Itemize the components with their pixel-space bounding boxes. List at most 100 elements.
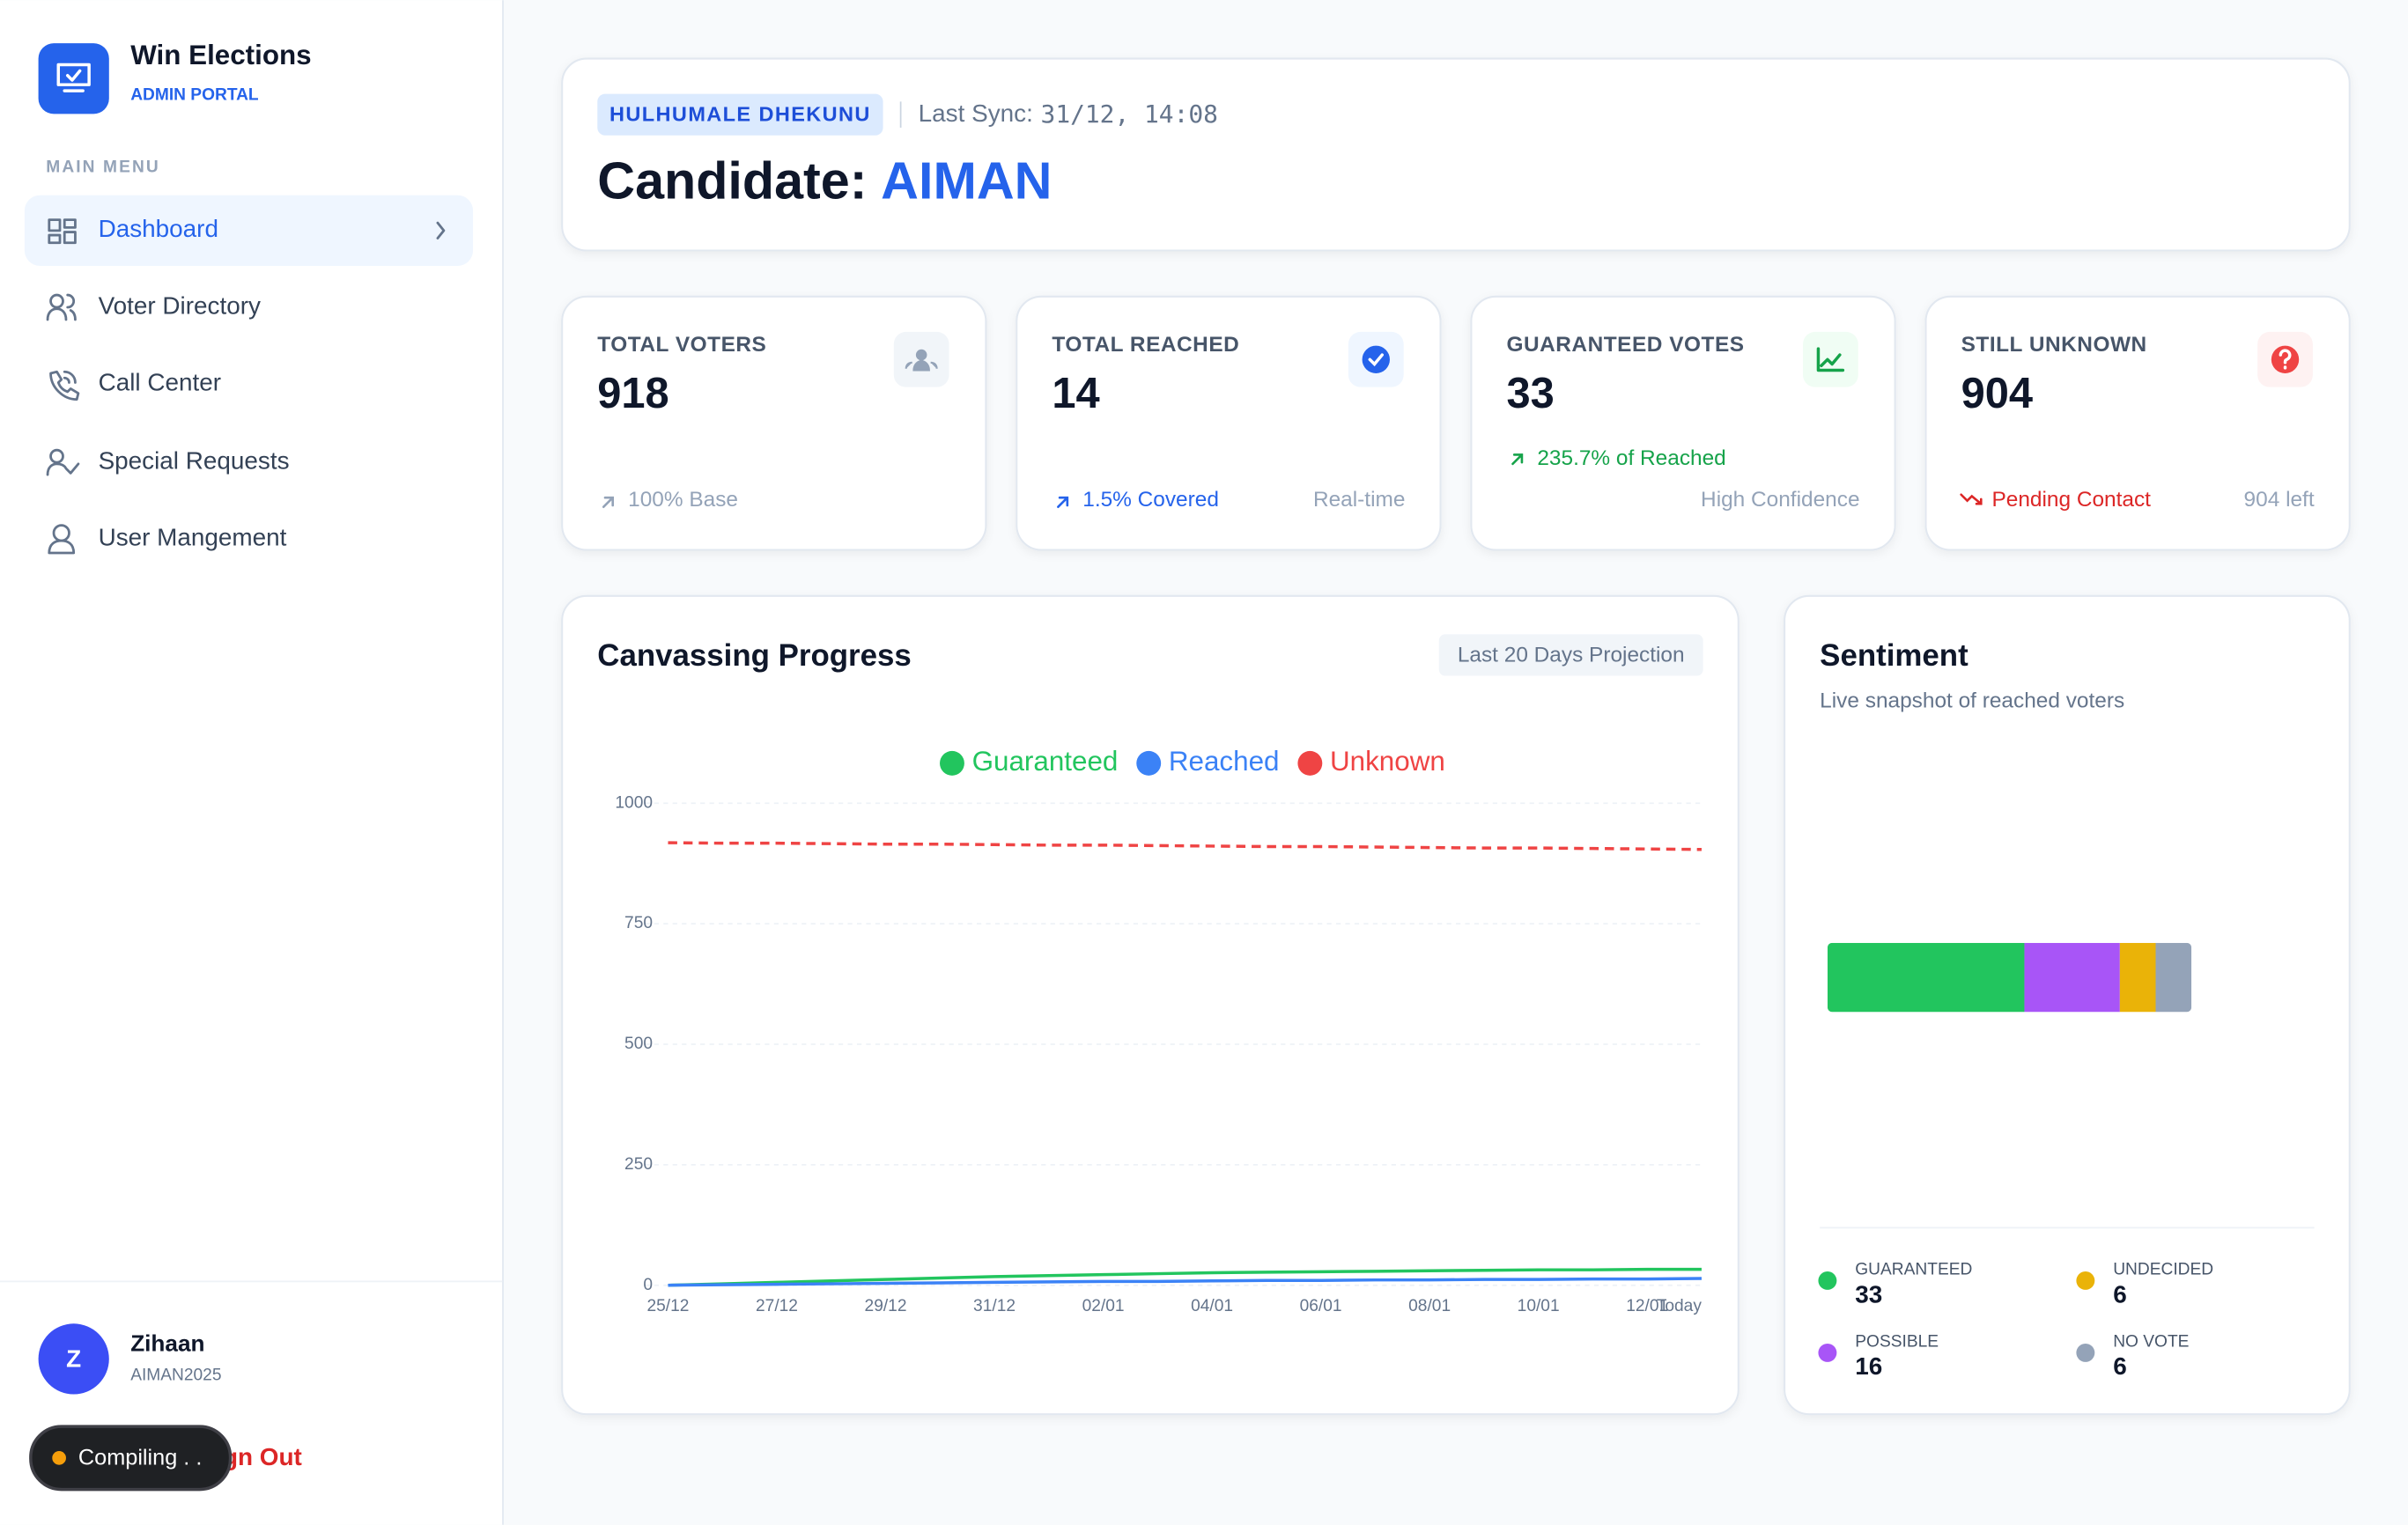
candidate: Candidate: AIMAN: [597, 151, 1052, 210]
stat-panel: [1016, 295, 1442, 551]
menu-label: Special Requests: [99, 446, 290, 474]
stat-card: STILL UNKNOWN 904 Pending Contact 904 left: [1924, 295, 2351, 551]
stat-card: TOTAL VOTERS 918 100% Base: [561, 295, 987, 551]
series-line: [668, 841, 1702, 851]
sync-time: 31/12, 14:08: [1041, 99, 1218, 129]
menu-active-bg: [24, 195, 474, 266]
stat-label: STILL UNKNOWN: [1961, 333, 2147, 357]
series-line: [668, 1267, 1702, 1287]
stat-side: 904 left: [2244, 488, 2315, 512]
stat-card: TOTAL REACHED 14 1.5% Covered Real-time: [1016, 295, 1442, 551]
stat-label: TOTAL REACHED: [1052, 333, 1239, 357]
note-arrow: [1960, 493, 1983, 505]
stat-panel: [561, 295, 987, 551]
bar-segment: [2024, 942, 2120, 1013]
header-panel: [561, 57, 2351, 252]
logo-icon: [56, 63, 91, 92]
x-tick-label: 29/12: [865, 1297, 907, 1315]
stat-value: 918: [597, 370, 668, 417]
toast-bg: [29, 1425, 233, 1492]
note-arrow: [1057, 496, 1069, 508]
candidate-name: AIMAN: [881, 151, 1052, 210]
header-card: HULHUMALE DHEKUNU Last Sync: 31/12, 14:08…: [561, 57, 2351, 252]
sidebar: Win Elections ADMIN PORTAL MAIN MENU Das…: [0, 0, 504, 1525]
legend-label: UNDECIDED: [2113, 1260, 2213, 1278]
menu-label: User Mangement: [99, 524, 287, 551]
user-id: AIMAN2025: [130, 1367, 221, 1385]
legend-swatch: [1818, 1271, 1837, 1290]
series-line: [668, 1277, 1702, 1287]
chart-title: Sentiment: [1820, 638, 1969, 673]
x-tick-label: 25/12: [647, 1297, 690, 1315]
icon-glyph: [1816, 347, 1845, 372]
legend-value: 16: [1855, 1352, 1882, 1380]
y-tick-label: 750: [624, 914, 653, 932]
sentiment-card: Sentiment Live snapshot of reached voter…: [1784, 594, 2351, 1416]
legend-label[interactable]: Guaranteed: [972, 746, 1119, 777]
y-tick-label: 1000: [615, 793, 653, 812]
bar-segment: [2155, 942, 2192, 1013]
user-icon: [48, 524, 76, 555]
stat-value: 33: [1506, 370, 1554, 417]
legend-label[interactable]: Reached: [1169, 746, 1280, 777]
chart-title: Canvassing Progress: [597, 638, 911, 673]
avatar-initial: Z: [66, 1345, 81, 1373]
x-tick-label: 06/01: [1300, 1297, 1342, 1315]
legend-value: 6: [2113, 1352, 2127, 1380]
x-tick-label: Today: [1657, 1297, 1703, 1315]
dashboard-icon: [48, 218, 77, 245]
x-tick-label: 12/01: [1626, 1297, 1668, 1315]
menu-item[interactable]: User Mangement: [48, 524, 287, 555]
x-tick-label: 27/12: [756, 1297, 798, 1315]
sync-label: Last Sync:: [919, 99, 1033, 127]
stat-label: TOTAL VOTERS: [597, 333, 766, 357]
legend-label: NO VOTE: [2113, 1332, 2189, 1351]
x-tick-label: 08/01: [1408, 1297, 1451, 1315]
legend-label: POSSIBLE: [1855, 1332, 1939, 1351]
stat-value: 14: [1052, 370, 1099, 417]
trend-arrow: [1511, 453, 1524, 466]
stat-label: GUARANTEED VOTES: [1506, 333, 1744, 357]
region: HULHUMALE DHEKUNU: [609, 102, 871, 125]
chevron: [436, 221, 446, 239]
menu-label: Voter Directory: [99, 291, 261, 319]
legend-value: 6: [2113, 1280, 2127, 1308]
menu-heading: MAIN MENU: [46, 158, 160, 176]
chart-subtitle: Live snapshot of reached voters: [1820, 689, 2124, 713]
menu-label: Dashboard: [99, 215, 218, 242]
icon-glyph: [2279, 349, 2292, 370]
y-tick-label: 0: [643, 1276, 653, 1294]
menu-item[interactable]: Call Center: [49, 369, 221, 402]
menu-label: Call Center: [99, 369, 221, 396]
menu-item[interactable]: Dashboard: [48, 215, 446, 245]
legend-value: 33: [1855, 1280, 1882, 1308]
bar-segment: [2119, 942, 2156, 1013]
legend-label[interactable]: Unknown: [1330, 746, 1445, 777]
x-tick-label: 04/01: [1191, 1297, 1233, 1315]
note-arrow: [602, 496, 615, 508]
stat-panel: [1924, 295, 2351, 551]
y-tick-label: 500: [624, 1035, 653, 1053]
legend: Guaranteed Reached Unknown: [940, 746, 1445, 777]
projection-label: Last 20 Days Projection: [1458, 643, 1685, 667]
stat-trend: 235.7% of Reached: [1537, 446, 1725, 470]
menu-item[interactable]: Special Requests: [46, 446, 290, 476]
legend-label: GUARANTEED: [1855, 1260, 1972, 1278]
icon-glyph: [1368, 353, 1385, 367]
user-name: Zihaan: [130, 1330, 204, 1357]
toast-dot: [52, 1451, 66, 1465]
sync: Last Sync: 31/12, 14:08: [919, 99, 1218, 129]
requests-icon: [46, 448, 80, 476]
bar-segment: [1827, 942, 2025, 1013]
stat-side: Real-time: [1313, 488, 1405, 512]
stat-value: 904: [1961, 370, 2033, 417]
avatar: [38, 1323, 109, 1395]
canvassing-card: Canvassing Progress Last 20 Days Project…: [561, 594, 1740, 1416]
legend-swatch: [2076, 1271, 2095, 1290]
app-name: Win Elections: [130, 40, 311, 70]
stat-note: 1.5% Covered: [1082, 488, 1219, 512]
region-badge: [597, 93, 883, 136]
x-tick-label: 10/01: [1518, 1297, 1560, 1315]
icon-glyph: [1362, 345, 1390, 373]
menu-item[interactable]: Voter Directory: [46, 291, 261, 321]
